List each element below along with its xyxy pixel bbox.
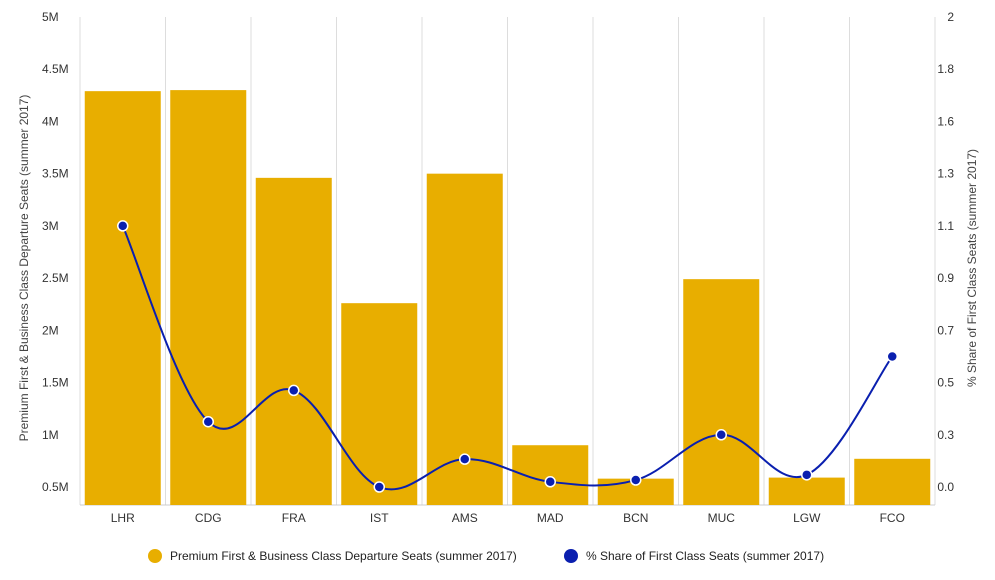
right-tick-label: 0.0 [937,480,954,494]
line-point[interactable] [544,476,556,488]
legend-label-bar[interactable]: Premium First & Business Class Departure… [170,549,517,563]
left-tick-label: 3.5M [42,167,69,181]
line-point[interactable] [886,350,898,363]
x-tick-label: FCO [880,511,905,525]
right-tick-label: 0.3 [937,428,954,442]
right-tick-label: 0.5 [937,376,954,390]
left-tick-label: 2M [42,323,59,337]
bar[interactable] [426,173,503,505]
line-series [117,220,898,493]
right-tick-label: 2 [947,10,954,24]
legend: Premium First & Business Class Departure… [148,549,824,563]
left-tick-label: 3M [42,219,59,233]
line-point[interactable] [117,220,129,232]
x-tick-label: AMS [452,511,478,525]
bar[interactable] [341,303,418,505]
right-axis-title: % Share of First Class Seats (summer 201… [965,149,979,387]
x-tick-label: BCN [623,511,648,525]
left-axis-title: Premium First & Business Class Departure… [17,95,31,442]
line-point[interactable] [715,429,727,441]
bar[interactable] [854,458,931,505]
left-tick-label: 4M [42,114,59,128]
right-tick-label: 1.8 [937,62,954,76]
left-tick-label: 4.5M [42,62,69,76]
x-tick-label: CDG [195,511,222,525]
x-axis-ticks: LHR CDG FRA IST AMS MAD BCN MUC LGW FCO [111,511,905,525]
left-tick-label: 0.5M [42,480,69,494]
bar[interactable] [683,279,760,505]
bar[interactable] [255,177,332,505]
right-tick-label: 0.7 [937,323,954,337]
bar[interactable] [84,91,161,506]
legend-swatch-line[interactable] [564,549,578,563]
line-point[interactable] [288,384,300,397]
left-axis-ticks: 0.5M 1M 1.5M 2M 2.5M 3M 3.5M 4M 4.5M 5M [42,10,69,494]
right-tick-label: 1.3 [937,167,954,181]
x-tick-label: LHR [111,511,135,525]
right-tick-label: 1.1 [937,219,954,233]
left-tick-label: 1.5M [42,376,69,390]
right-axis-ticks: 0.0 0.3 0.5 0.7 0.9 1.1 1.3 1.6 1.8 2 [937,10,954,494]
legend-swatch-bar[interactable] [148,549,162,563]
line-point[interactable] [373,481,385,493]
right-tick-label: 0.9 [937,271,954,285]
line-point[interactable] [630,474,642,486]
left-tick-label: 1M [42,428,59,442]
line-point[interactable] [459,453,471,465]
legend-label-line[interactable]: % Share of First Class Seats (summer 201… [586,549,824,563]
x-tick-label: FRA [282,511,306,525]
bar[interactable] [170,90,247,505]
x-tick-label: MUC [708,511,736,525]
bar-series [84,90,931,506]
right-tick-label: 1.6 [937,114,954,128]
x-tick-label: IST [370,511,389,525]
line-point[interactable] [202,415,214,428]
left-tick-label: 2.5M [42,271,69,285]
bar[interactable] [768,477,845,505]
x-tick-label: LGW [793,511,821,525]
x-tick-label: MAD [537,511,564,525]
line-point[interactable] [801,469,813,481]
series-line [121,225,894,491]
left-tick-label: 5M [42,10,59,24]
